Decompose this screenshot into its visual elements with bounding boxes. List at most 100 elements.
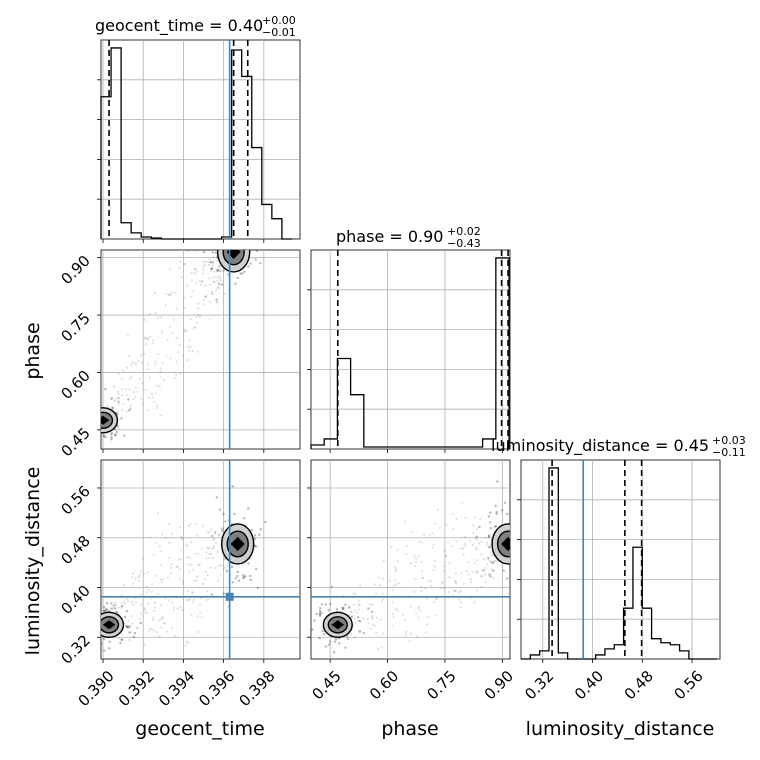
density-point bbox=[85, 616, 87, 618]
density-point bbox=[487, 556, 490, 560]
density-point bbox=[183, 262, 186, 265]
density-point bbox=[461, 501, 464, 505]
density-point bbox=[328, 640, 332, 643]
density-point bbox=[435, 597, 439, 600]
density-point bbox=[490, 562, 493, 565]
density-point bbox=[170, 291, 174, 294]
density-point bbox=[122, 402, 125, 405]
density-point bbox=[217, 579, 220, 582]
density-point bbox=[355, 611, 358, 614]
density-point bbox=[473, 562, 476, 565]
density-point bbox=[346, 637, 350, 641]
density-point bbox=[489, 575, 492, 578]
density-point bbox=[204, 296, 207, 299]
density-peak bbox=[102, 620, 116, 630]
density-point bbox=[333, 640, 337, 643]
density-point bbox=[180, 276, 183, 279]
density-point bbox=[168, 541, 171, 544]
density-point bbox=[450, 545, 453, 548]
density-point bbox=[396, 549, 399, 552]
density-point bbox=[452, 527, 455, 531]
density-point bbox=[509, 599, 510, 601]
density-point bbox=[134, 601, 137, 604]
density-point bbox=[102, 435, 106, 438]
density-point bbox=[233, 512, 236, 516]
density-point bbox=[484, 536, 487, 539]
density-point bbox=[514, 570, 516, 572]
density-point bbox=[467, 573, 470, 576]
density-point bbox=[480, 585, 483, 589]
tick-label-x-luminosity_distance-2: 0.48 bbox=[621, 667, 657, 703]
density-point bbox=[156, 511, 160, 515]
density-point bbox=[202, 269, 205, 272]
density-point bbox=[184, 644, 187, 647]
density-point bbox=[217, 276, 220, 279]
density-point bbox=[95, 633, 97, 635]
density-point bbox=[239, 272, 242, 275]
density-point bbox=[223, 269, 226, 272]
density-point bbox=[486, 543, 489, 546]
density-point bbox=[254, 258, 257, 261]
density-point bbox=[215, 496, 218, 499]
density-point bbox=[250, 528, 253, 532]
density-point bbox=[318, 614, 322, 617]
density-point bbox=[158, 619, 161, 622]
density-point bbox=[490, 554, 493, 557]
panel-geocent_time-vs-phase bbox=[97, 243, 301, 453]
density-point bbox=[161, 329, 164, 332]
density-point bbox=[417, 606, 420, 609]
density-point bbox=[493, 525, 496, 528]
density-point bbox=[172, 608, 176, 611]
density-point bbox=[159, 316, 162, 319]
density-point bbox=[458, 591, 461, 594]
density-point bbox=[215, 259, 218, 262]
density-point bbox=[139, 621, 142, 625]
density-point bbox=[186, 544, 189, 547]
density-point bbox=[144, 337, 147, 340]
density-point bbox=[92, 654, 94, 656]
density-point bbox=[189, 522, 192, 526]
density-point bbox=[164, 536, 167, 540]
density-point bbox=[439, 587, 442, 590]
density-point bbox=[120, 605, 124, 608]
density-point bbox=[515, 562, 517, 564]
density-point bbox=[480, 540, 483, 544]
density-point bbox=[136, 390, 139, 393]
density-point bbox=[193, 268, 197, 271]
panel-frame bbox=[520, 459, 721, 660]
density-point bbox=[189, 318, 192, 321]
density-point bbox=[213, 280, 216, 283]
density-point bbox=[357, 603, 361, 607]
density-point bbox=[402, 613, 405, 617]
density-point bbox=[484, 580, 487, 584]
histogram-geocent_time bbox=[100, 47, 292, 240]
density-point bbox=[216, 279, 219, 282]
density-point bbox=[210, 534, 214, 537]
density-point bbox=[367, 622, 370, 625]
density-point bbox=[151, 342, 154, 345]
density-point bbox=[224, 243, 226, 245]
density-point bbox=[155, 404, 158, 407]
density-point bbox=[129, 407, 132, 410]
density-point bbox=[420, 585, 423, 589]
density-point bbox=[93, 615, 95, 617]
density-point bbox=[215, 289, 218, 292]
density-point bbox=[215, 269, 219, 272]
density-point bbox=[434, 597, 438, 600]
density-point bbox=[115, 610, 119, 613]
density-point bbox=[327, 643, 331, 646]
density-point bbox=[371, 603, 374, 606]
density-point bbox=[123, 602, 127, 605]
density-point bbox=[210, 593, 214, 596]
density-point bbox=[95, 643, 97, 645]
density-point bbox=[244, 243, 246, 245]
density-point bbox=[187, 250, 190, 253]
density-point bbox=[108, 647, 111, 650]
density-point bbox=[431, 531, 434, 535]
density-point bbox=[421, 576, 424, 580]
density-point bbox=[127, 626, 130, 629]
title-phase-sub: −0.43 bbox=[447, 237, 481, 250]
density-peak bbox=[501, 536, 510, 552]
density-point bbox=[187, 563, 190, 566]
